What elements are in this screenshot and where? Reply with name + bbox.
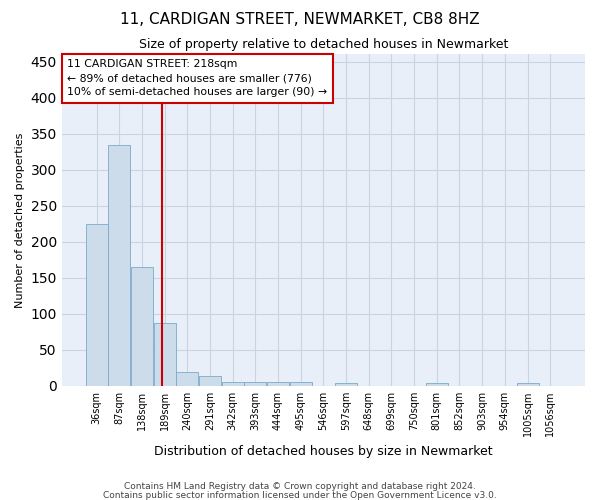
- Title: Size of property relative to detached houses in Newmarket: Size of property relative to detached ho…: [139, 38, 508, 51]
- Bar: [244, 382, 266, 386]
- Bar: [199, 376, 221, 386]
- Bar: [131, 267, 153, 386]
- Bar: [176, 372, 199, 386]
- Bar: [267, 382, 289, 386]
- Bar: [426, 383, 448, 386]
- Y-axis label: Number of detached properties: Number of detached properties: [15, 132, 25, 308]
- Bar: [290, 382, 312, 386]
- Text: 11 CARDIGAN STREET: 218sqm
← 89% of detached houses are smaller (776)
10% of sem: 11 CARDIGAN STREET: 218sqm ← 89% of deta…: [67, 60, 327, 98]
- Text: Contains HM Land Registry data © Crown copyright and database right 2024.: Contains HM Land Registry data © Crown c…: [124, 482, 476, 491]
- Bar: [108, 144, 130, 386]
- Text: 11, CARDIGAN STREET, NEWMARKET, CB8 8HZ: 11, CARDIGAN STREET, NEWMARKET, CB8 8HZ: [120, 12, 480, 28]
- Bar: [221, 382, 244, 386]
- X-axis label: Distribution of detached houses by size in Newmarket: Distribution of detached houses by size …: [154, 444, 493, 458]
- Bar: [154, 322, 176, 386]
- Bar: [86, 224, 107, 386]
- Bar: [335, 383, 357, 386]
- Text: Contains public sector information licensed under the Open Government Licence v3: Contains public sector information licen…: [103, 490, 497, 500]
- Bar: [517, 383, 539, 386]
